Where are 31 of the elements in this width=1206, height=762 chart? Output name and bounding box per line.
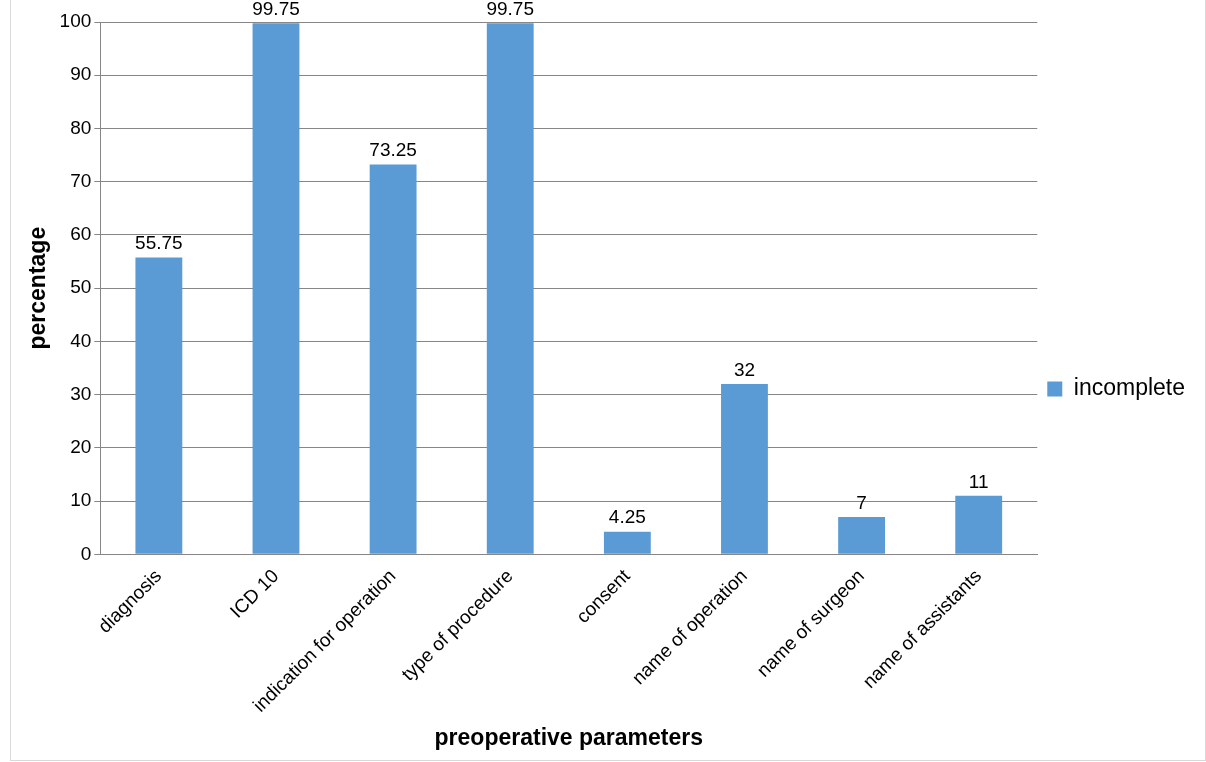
data-label: 4.25	[608, 506, 646, 528]
x-axis-title: preoperative parameters	[434, 723, 704, 750]
data-label: 11	[968, 470, 989, 492]
y-tick-label: 0	[80, 542, 92, 564]
bar	[603, 531, 651, 554]
y-tick-label: 30	[70, 382, 92, 404]
bar	[838, 517, 886, 554]
data-label: 55.75	[135, 232, 183, 254]
y-tick-label: 10	[70, 489, 92, 511]
legend-label: incomplete	[1073, 374, 1186, 401]
bar	[135, 257, 183, 554]
bar	[721, 384, 768, 554]
data-label: 99.75	[486, 0, 534, 20]
bar	[252, 23, 300, 554]
y-tick-label: 50	[70, 276, 92, 298]
y-tick-label: 100	[59, 10, 92, 32]
bar	[369, 164, 417, 554]
y-tick-label: 70	[70, 169, 92, 191]
y-tick-label: 60	[70, 223, 92, 245]
data-label: 32	[733, 358, 756, 380]
bar	[486, 23, 534, 554]
data-label: 99.75	[252, 0, 300, 20]
bar	[955, 495, 1003, 554]
data-label: 73.25	[369, 139, 417, 161]
y-tick-label: 80	[70, 116, 92, 138]
x-tick-label: ICD 10	[225, 565, 283, 622]
y-tick-label: 90	[70, 63, 92, 85]
data-label: 7	[856, 491, 867, 513]
y-axis-title: percentage	[24, 226, 51, 350]
y-tick-label: 20	[70, 436, 92, 458]
y-tick-label: 40	[70, 329, 92, 351]
